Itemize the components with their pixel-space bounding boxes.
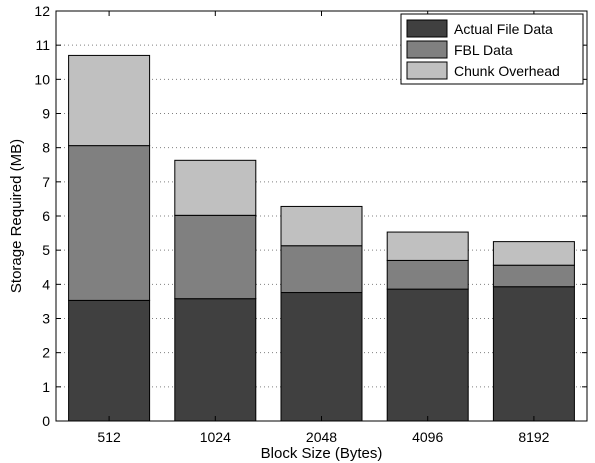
bar-4096-segment-2	[386, 259, 469, 290]
x-tick-label-4096: 4096	[412, 429, 443, 445]
y-tick-label-8: 8	[42, 140, 50, 156]
y-tick-label-6: 6	[42, 208, 50, 224]
y-tick-label-9: 9	[42, 106, 50, 122]
bars	[68, 54, 575, 422]
y-tick-label-2: 2	[42, 345, 50, 361]
y-tick-label-11: 11	[35, 37, 50, 53]
bar-512-segment-1	[68, 299, 151, 422]
bar-2048-segment-1	[280, 292, 363, 422]
bar-2048-segment-3	[280, 205, 363, 247]
legend-label-1: Actual File Data	[454, 21, 553, 37]
legend-swatch-3	[406, 61, 448, 80]
x-tick-label-2048: 2048	[306, 429, 337, 445]
bar-512-segment-2	[68, 145, 151, 301]
bar-512-segment-3	[68, 54, 151, 147]
bar-8192-segment-1	[492, 286, 575, 422]
legend-swatch-1	[406, 19, 448, 38]
bar-8192-segment-2	[492, 264, 575, 288]
y-tick-label-10: 10	[34, 71, 50, 87]
x-tick-label-512: 512	[97, 429, 121, 445]
bar-2048-segment-2	[280, 245, 363, 294]
y-axis-label: Storage Required (MB)	[8, 139, 25, 293]
bar-1024-segment-1	[174, 298, 257, 422]
y-tick-label-4: 4	[42, 276, 50, 292]
legend-label-2: FBL Data	[454, 42, 513, 58]
x-tick-label-8192: 8192	[518, 429, 549, 445]
y-tick-label-7: 7	[42, 174, 50, 190]
legend-items: Actual File Data FBL Data Chunk Overhead	[406, 19, 560, 80]
y-tick-label-12: 12	[34, 3, 50, 19]
legend-label-3: Chunk Overhead	[454, 63, 560, 79]
x-axis-label: Block Size (Bytes)	[261, 445, 383, 462]
bar-4096-segment-1	[386, 288, 469, 422]
x-tick-label-1024: 1024	[200, 429, 231, 445]
legend-swatch-2	[406, 40, 448, 59]
y-tick-label-5: 5	[42, 242, 50, 258]
bar-4096-segment-3	[386, 231, 469, 261]
legend: Actual File Data FBL Data Chunk Overhead	[400, 13, 584, 85]
y-tick-label-1: 1	[42, 379, 50, 395]
bar-1024-segment-2	[174, 214, 257, 300]
y-tick-label-3: 3	[42, 311, 50, 327]
bar-1024-segment-3	[174, 159, 257, 216]
bar-8192-segment-3	[492, 241, 575, 266]
y-tick-label-0: 0	[42, 413, 50, 429]
